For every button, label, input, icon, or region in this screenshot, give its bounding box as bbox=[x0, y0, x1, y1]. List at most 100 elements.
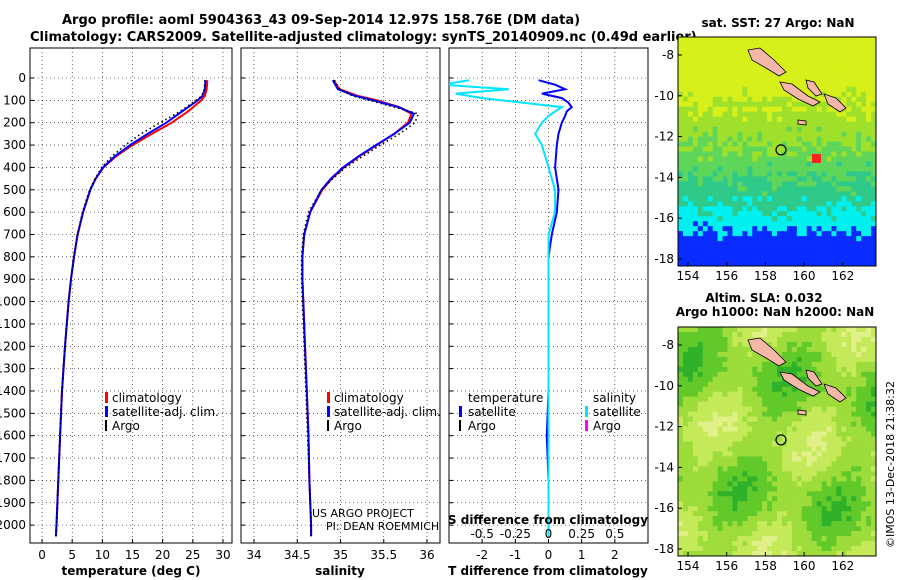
map-cell bbox=[801, 396, 807, 402]
map-cell bbox=[742, 126, 748, 132]
map-cell bbox=[801, 37, 807, 43]
map-cell bbox=[727, 526, 733, 532]
map-cell bbox=[811, 146, 817, 152]
map-cell bbox=[826, 511, 832, 517]
map-cell bbox=[692, 501, 699, 507]
map-cell bbox=[762, 156, 768, 162]
map-cell bbox=[692, 71, 699, 78]
map-cell bbox=[836, 336, 842, 343]
map-cell bbox=[806, 156, 812, 162]
map-cell bbox=[687, 111, 694, 117]
map-cell bbox=[836, 46, 842, 53]
map-cell bbox=[747, 191, 753, 197]
map-cell bbox=[786, 336, 793, 343]
map-cell bbox=[816, 361, 822, 368]
map-cell bbox=[781, 411, 788, 417]
map-cell bbox=[722, 106, 728, 112]
map-cell bbox=[851, 161, 857, 167]
map-cell bbox=[806, 526, 812, 532]
map-cell bbox=[717, 241, 723, 247]
map-cell bbox=[846, 531, 852, 537]
map-cell bbox=[801, 496, 807, 502]
map-cell bbox=[732, 136, 738, 142]
map-cell bbox=[767, 451, 773, 457]
map-cell bbox=[772, 426, 778, 432]
map-cell bbox=[712, 106, 718, 112]
map-cell bbox=[871, 486, 876, 492]
map-cell bbox=[821, 551, 827, 556]
map-cell bbox=[801, 371, 807, 378]
map-cell bbox=[727, 546, 733, 552]
map-cell bbox=[781, 516, 788, 522]
map-cell bbox=[692, 106, 699, 112]
map-cell bbox=[826, 476, 832, 482]
map-cell bbox=[692, 56, 699, 63]
map-cell bbox=[732, 221, 738, 227]
map-cell bbox=[752, 251, 758, 257]
map-cell bbox=[856, 546, 862, 552]
map-cell bbox=[841, 531, 847, 537]
map-cell bbox=[777, 61, 783, 68]
map-cell bbox=[762, 331, 768, 338]
map-cell bbox=[811, 111, 817, 117]
map-cell bbox=[821, 46, 827, 53]
map-cell bbox=[791, 466, 798, 472]
map-cell bbox=[856, 351, 862, 358]
map-cell bbox=[786, 166, 793, 172]
map-cell bbox=[707, 381, 713, 388]
map-cell bbox=[866, 91, 872, 98]
map-cell bbox=[772, 156, 778, 162]
map-cell bbox=[831, 466, 837, 472]
map-cell bbox=[722, 71, 728, 78]
map-cell bbox=[866, 501, 872, 507]
map-cell bbox=[747, 471, 753, 477]
map-cell bbox=[742, 381, 748, 388]
map-cell bbox=[717, 381, 723, 388]
map-cell bbox=[682, 481, 689, 487]
map-cell bbox=[762, 241, 768, 247]
map-cell bbox=[772, 86, 778, 93]
map-cell bbox=[752, 381, 758, 388]
map-cell bbox=[841, 416, 847, 422]
map-cell bbox=[851, 111, 857, 117]
map-cell bbox=[692, 111, 699, 117]
map-cell bbox=[841, 206, 847, 212]
map-cell bbox=[856, 206, 862, 212]
map-cell bbox=[727, 76, 733, 83]
map-cell bbox=[747, 431, 753, 437]
map-cell bbox=[762, 126, 768, 132]
map-cell bbox=[737, 66, 743, 73]
map-cell bbox=[851, 541, 857, 547]
map-cell bbox=[777, 426, 783, 432]
difference-xlabel: T difference from climatology bbox=[448, 564, 648, 578]
map-cell bbox=[717, 396, 723, 402]
map-cell bbox=[796, 156, 803, 162]
map-cell bbox=[861, 161, 867, 167]
map-cell bbox=[841, 481, 847, 487]
map-cell bbox=[732, 76, 738, 83]
map-cell bbox=[786, 131, 793, 137]
map-cell bbox=[871, 196, 876, 202]
map-cell bbox=[742, 186, 748, 192]
map-cell bbox=[826, 211, 832, 217]
map-cell bbox=[732, 236, 738, 242]
map-cell bbox=[767, 146, 773, 152]
map-cell bbox=[801, 356, 807, 363]
map-cell bbox=[707, 181, 713, 187]
map-cell bbox=[687, 356, 694, 363]
map-cell bbox=[826, 396, 832, 402]
map-cell bbox=[851, 341, 857, 348]
map-cell bbox=[811, 37, 817, 43]
map-cell bbox=[767, 86, 773, 93]
map-cell bbox=[851, 231, 857, 237]
map-cell bbox=[732, 116, 738, 122]
map-cell bbox=[712, 121, 718, 127]
map-cell bbox=[871, 37, 876, 43]
map-cell bbox=[732, 131, 738, 137]
map-cell bbox=[801, 431, 807, 437]
map-cell bbox=[682, 356, 689, 363]
map-cell bbox=[717, 451, 723, 457]
map-cell bbox=[806, 476, 812, 482]
map-cell bbox=[762, 466, 768, 472]
map-cell bbox=[737, 261, 743, 266]
